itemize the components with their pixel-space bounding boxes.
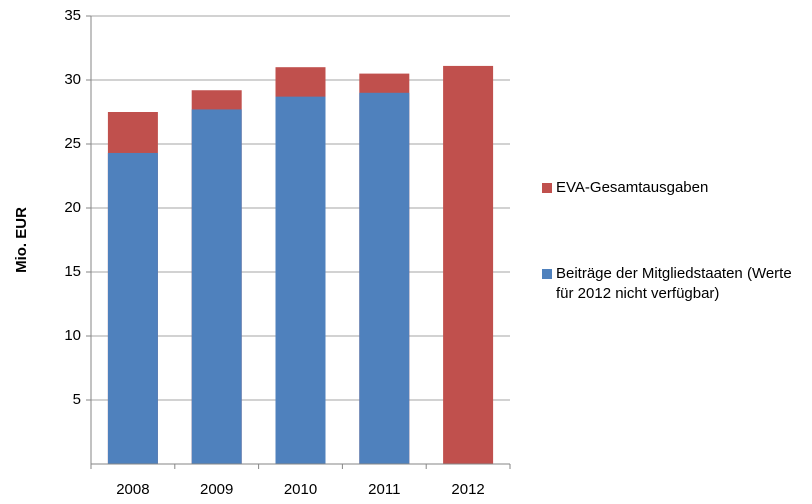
legend-swatch [542, 269, 552, 279]
bar [443, 65, 494, 465]
bar [191, 109, 242, 464]
y-tick-label: 30 [64, 71, 81, 88]
bar [275, 96, 326, 464]
y-tick-label: 20 [64, 199, 81, 216]
bar [359, 92, 410, 465]
y-tick-label: 5 [73, 391, 81, 408]
legend-swatch [542, 183, 552, 193]
bar [107, 152, 158, 464]
legend-label: Beiträge der Mitgliedstaaten (Werte für … [556, 265, 792, 302]
x-tick-label: 2009 [200, 481, 233, 498]
y-axis-label: Mio. EUR [13, 207, 30, 273]
x-tick-label: 2012 [451, 481, 484, 498]
x-tick-label: 2010 [284, 481, 317, 498]
y-tick-label: 25 [64, 135, 81, 152]
x-tick-label: 2008 [116, 481, 149, 498]
legend-label: EVA-Gesamtausgaben [556, 179, 709, 196]
y-tick-label: 10 [64, 327, 81, 344]
y-tick-label: 15 [64, 263, 81, 280]
x-tick-label: 2011 [368, 481, 400, 498]
y-tick-label: 35 [64, 7, 81, 24]
